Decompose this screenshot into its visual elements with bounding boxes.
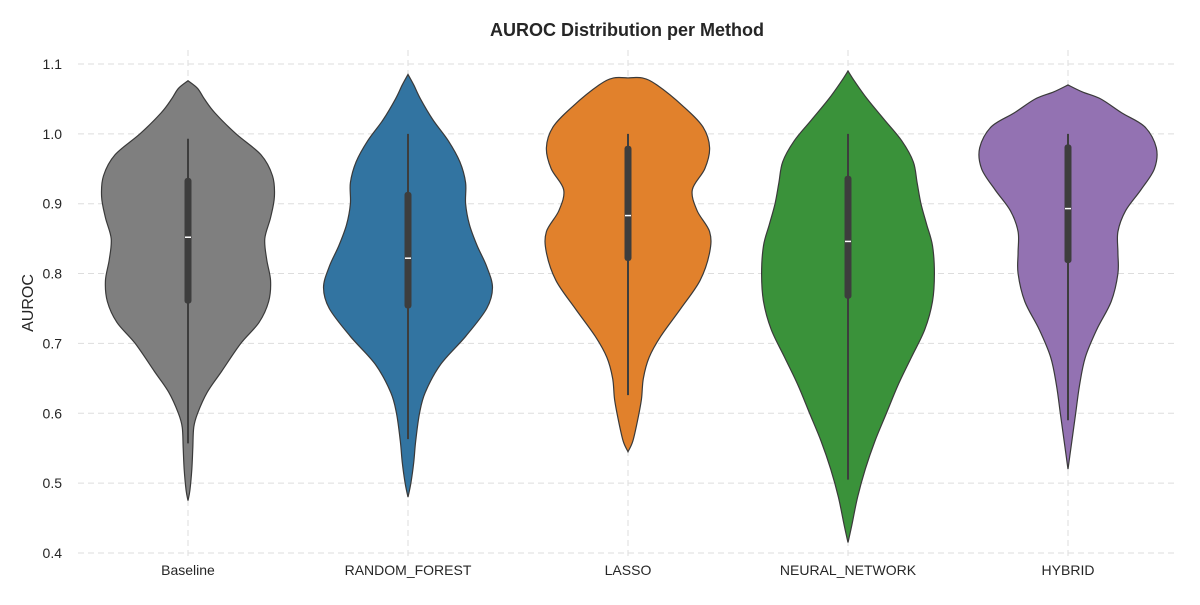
x-tick-label: Baseline — [161, 562, 215, 578]
y-tick-label: 0.7 — [43, 335, 63, 351]
violin-group — [760, 69, 936, 543]
violin-group — [544, 76, 712, 454]
violin-group — [100, 79, 276, 501]
iqr-box — [1064, 144, 1072, 264]
y-tick-label: 0.9 — [43, 196, 63, 212]
iqr-box — [404, 191, 412, 309]
x-tick-label: RANDOM_FOREST — [345, 562, 472, 578]
x-tick-label: LASSO — [605, 562, 652, 578]
violin-layer — [100, 69, 1158, 543]
violin-group — [978, 84, 1158, 470]
y-tick-label: 0.6 — [43, 405, 63, 421]
y-tick-label: 1.0 — [43, 126, 63, 142]
violin-group — [322, 73, 494, 498]
iqr-box — [624, 145, 632, 261]
chart-title: AUROC Distribution per Method — [490, 20, 764, 40]
y-tick-label: 0.4 — [43, 545, 63, 561]
iqr-box — [844, 175, 852, 299]
y-tick-label: 1.1 — [43, 56, 63, 72]
tick-layer: 0.4 0.5 0.6 0.7 0.8 0.9 1.0 1.1 Baseline RANDOM_F… — [43, 56, 1095, 578]
x-tick-label: HYBRID — [1042, 562, 1095, 578]
y-tick-label: 0.5 — [43, 475, 63, 491]
y-tick-label: 0.8 — [43, 266, 63, 282]
x-tick-label: NEURAL_NETWORK — [780, 562, 917, 578]
y-axis-label: AUROC — [20, 274, 37, 332]
iqr-box — [184, 177, 192, 304]
